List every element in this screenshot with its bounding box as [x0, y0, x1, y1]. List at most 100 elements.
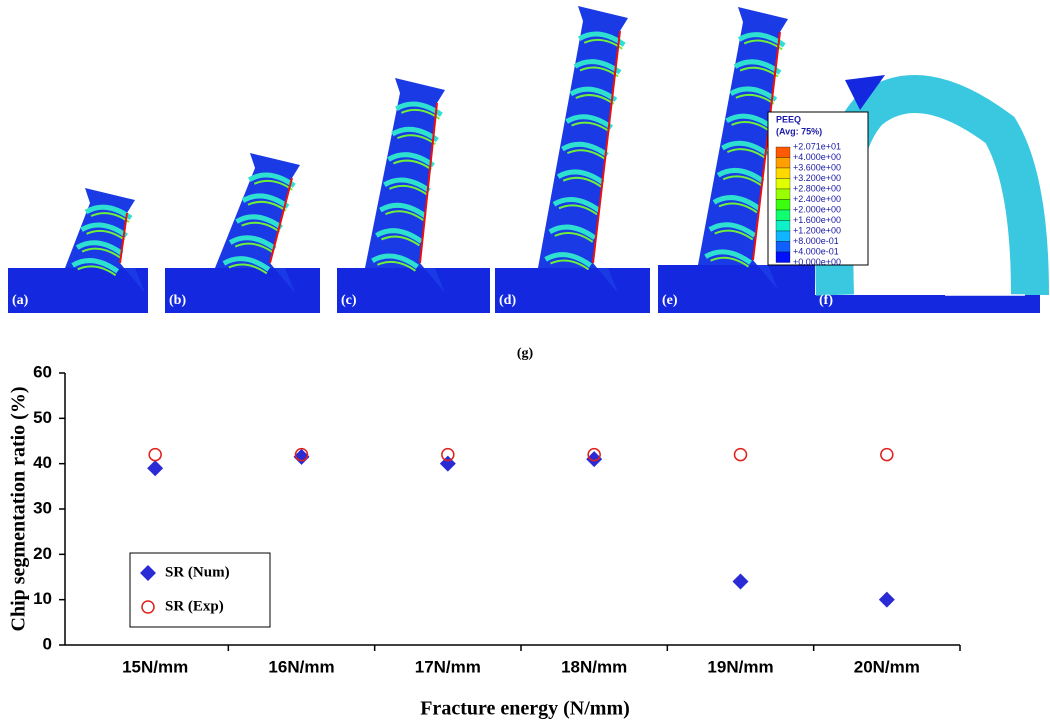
level-label: +2.000e+00 [793, 204, 841, 214]
shear-band [75, 240, 124, 256]
color-band [775, 241, 791, 253]
x-tick-label: 15N/mm [122, 657, 188, 676]
color-band [775, 220, 791, 232]
shear-band [247, 200, 287, 212]
workpiece [337, 268, 490, 313]
x-tick-label: 19N/mm [707, 657, 773, 676]
shear-band [708, 222, 757, 238]
shear-band [77, 265, 117, 277]
color-band [775, 209, 791, 221]
shear-band [558, 204, 598, 216]
shear-band [228, 263, 268, 275]
level-label: +3.600e+00 [793, 162, 841, 172]
shear-band [731, 121, 771, 132]
shear-band [235, 214, 284, 230]
marker-circle [880, 447, 894, 462]
scale-label: 100 μm [882, 276, 922, 291]
scale-bar: 100 μm [882, 275, 1025, 296]
shear-band [548, 224, 597, 240]
shear-band [562, 176, 602, 188]
shear-band [241, 221, 281, 233]
legend [129, 552, 271, 628]
marker-diamond [293, 448, 310, 465]
shear-band [552, 197, 601, 213]
panel-label: (d) [499, 293, 516, 308]
shear-band [380, 235, 420, 247]
legend-marker [140, 565, 156, 581]
marker-circle [587, 447, 601, 462]
contour-legend: PEEQ (Avg: 75%) +2.071e+01+4.000e+00+3.6… [767, 111, 869, 267]
level-label: +3.200e+00 [793, 173, 841, 183]
shear-band [550, 259, 590, 271]
chart-title: (g) [517, 346, 534, 361]
shear-band [234, 242, 274, 254]
color-band [775, 157, 791, 169]
marker-diamond [586, 451, 603, 468]
shear-band [726, 148, 766, 159]
y-tick-label: 40 [33, 453, 52, 472]
workpiece [658, 265, 815, 313]
level-label: +2.800e+00 [793, 183, 841, 193]
shear-band [556, 169, 605, 185]
shear-band [565, 114, 614, 130]
shear-band [387, 152, 435, 168]
color-band [775, 230, 791, 242]
y-axis-label: Chip segmentation ratio (%) [8, 387, 30, 632]
shear-band [710, 256, 750, 268]
marker-diamond [732, 573, 749, 590]
chip-tip [845, 75, 885, 110]
level-label: +1.200e+00 [793, 225, 841, 235]
y-tick-label: 10 [33, 589, 52, 608]
shear-band [554, 231, 594, 243]
x-tick-label: 16N/mm [268, 657, 334, 676]
chip-edge [119, 212, 128, 264]
shear-band [571, 121, 611, 133]
marker-circle [733, 447, 748, 462]
simulation-panels: (a) (b) (c) (d) (e) (f) [8, 6, 1049, 313]
shear-band [388, 184, 428, 196]
panel-label: (c) [341, 293, 357, 308]
y-tick-label: 20 [33, 544, 52, 563]
level-label: +1.600e+00 [793, 215, 841, 225]
workpiece [165, 268, 320, 313]
legend-label: SR (Exp) [165, 598, 224, 614]
level-label: +4.000e-01 [793, 246, 839, 256]
shear-band [71, 258, 120, 274]
panel-label: (f) [819, 293, 833, 308]
shear-band [376, 260, 416, 272]
arrow-head [945, 275, 955, 281]
shear-band [80, 222, 129, 238]
x-tick-label: 20N/mm [854, 657, 920, 676]
legend-subtitle: (Avg: 75%) [776, 126, 822, 136]
y-tick-label: 30 [33, 498, 52, 517]
color-band [775, 199, 791, 211]
level-label: +4.000e+00 [793, 152, 841, 162]
shear-band [718, 202, 758, 214]
panel-label: (e) [662, 293, 678, 308]
x-tick-label: 18N/mm [561, 657, 627, 676]
shear-band [725, 113, 774, 129]
shear-band [737, 32, 786, 48]
shear-band [241, 193, 290, 209]
workpiece [495, 268, 650, 313]
shear-band [383, 177, 431, 193]
legend-marker [141, 600, 155, 614]
chip-edge [419, 102, 438, 264]
shear-band [81, 247, 121, 259]
color-band [775, 178, 791, 190]
shear-band [735, 93, 775, 105]
shear-band [395, 101, 443, 117]
panel-label: (b) [169, 293, 186, 308]
shear-band [228, 235, 277, 251]
marker-diamond [878, 591, 895, 608]
chip-edge [592, 30, 621, 264]
panel-label: (a) [12, 293, 29, 308]
shear-band [721, 140, 769, 157]
level-label: +2.400e+00 [793, 194, 841, 204]
level-label: +0.000e+00 [793, 257, 841, 267]
shear-band [86, 229, 126, 241]
marker-diamond [147, 460, 164, 477]
x-tick-label: 17N/mm [415, 657, 481, 676]
y-tick-label: 50 [33, 408, 52, 427]
